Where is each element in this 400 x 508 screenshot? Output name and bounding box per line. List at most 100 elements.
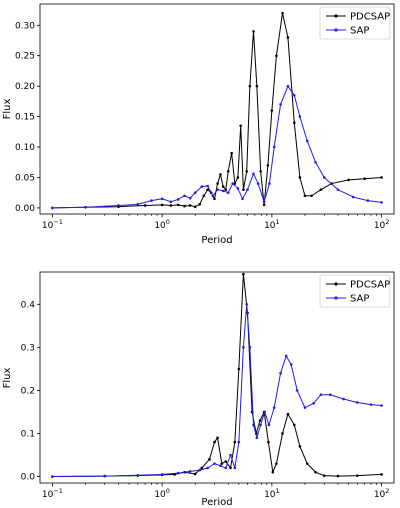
bottom-pdcsap-point xyxy=(305,462,309,465)
top-sap-point xyxy=(305,139,309,143)
bottom-pdcsap-point xyxy=(275,462,278,465)
top-sap-point xyxy=(241,197,244,201)
top-y-tick-label: 0.00 xyxy=(15,204,35,214)
bottom-sap-point xyxy=(289,363,293,366)
top-y-tick-label: 0.15 xyxy=(15,113,35,123)
top-x-tick-label: 100 xyxy=(154,218,170,231)
bottom-sap-point xyxy=(272,406,276,409)
bottom-legend-pdcsap-marker xyxy=(334,282,338,286)
top-pdcsap-point xyxy=(226,170,230,173)
bottom-pdcsap-point xyxy=(242,272,245,276)
top-pdcsap-point xyxy=(242,188,245,191)
bottom-pdcsap-point xyxy=(322,474,326,477)
bottom-sap-point xyxy=(369,403,373,406)
top-pdcsap-point xyxy=(202,194,206,198)
top-sap-point xyxy=(246,188,249,191)
top-sap-point xyxy=(236,187,240,190)
top-pdcsap-point xyxy=(206,188,209,191)
top-pdcsap-point xyxy=(286,36,290,39)
top-sap-point xyxy=(211,194,215,198)
bottom-sap-point xyxy=(206,466,209,470)
top-pdcsap-point xyxy=(270,109,274,112)
bottom-sap-point xyxy=(237,440,241,444)
bottom-sap-point xyxy=(380,404,383,407)
bottom-pdcsap-point xyxy=(237,367,241,371)
top-y-tick-label: 0.30 xyxy=(15,21,35,31)
top-sap-point xyxy=(256,182,260,185)
top-pdcsap-point xyxy=(216,182,219,185)
bottom-pdcsap-point xyxy=(355,474,359,477)
top-pdcsap-point xyxy=(245,170,249,173)
bottom-y-tick-label: 0.2 xyxy=(21,386,35,396)
bottom-plot-frame xyxy=(39,271,395,484)
top-plot-frame xyxy=(39,3,395,215)
bottom-x-tick-label: 100 xyxy=(154,487,170,500)
bottom-x-tick-label: 10−1 xyxy=(42,487,63,500)
bottom-sap-point xyxy=(248,346,252,349)
top-sap-point xyxy=(84,206,87,209)
bottom-legend-pdcsap-label: PDCSAP xyxy=(350,280,390,291)
top-pdcsap-point xyxy=(193,205,197,208)
bottom-x-ticks: 10−1 100 101 102 xyxy=(42,483,389,500)
top-pdcsap-line xyxy=(52,12,382,209)
bottom-pdcsap-point xyxy=(314,470,317,474)
top-y-axis-label: Flux xyxy=(2,99,13,120)
bottom-series-lines xyxy=(51,272,383,478)
top-pdcsap-point xyxy=(213,197,216,201)
bottom-y-ticks: 0.0 0.1 0.2 0.3 0.4 xyxy=(21,300,40,483)
top-pdcsap-point xyxy=(188,204,192,207)
top-sap-point xyxy=(252,172,255,176)
top-x-ticks: 10−1 100 101 102 xyxy=(42,214,389,231)
top-pdcsap-point xyxy=(281,11,284,15)
top-sap-point xyxy=(176,198,180,201)
top-sap-point xyxy=(183,194,186,198)
bottom-x-tick-label: 101 xyxy=(264,487,280,500)
top-sap-point xyxy=(380,201,383,204)
top-sap-point xyxy=(200,185,204,188)
top-pdcsap-point xyxy=(160,203,164,207)
bottom-pdcsap-point xyxy=(298,445,302,448)
top-legend-pdcsap-label: PDCSAP xyxy=(350,12,390,23)
bottom-pdcsap-point xyxy=(216,436,219,440)
bottom-sap-point xyxy=(229,453,232,457)
bottom-sap-point xyxy=(319,393,323,397)
bottom-sap-point xyxy=(279,371,282,375)
top-pdcsap-point xyxy=(219,173,222,176)
top-pdcsap-point xyxy=(224,188,228,191)
bottom-legend-box xyxy=(319,274,391,308)
top-pdcsap-point xyxy=(183,204,186,208)
top-sap-point xyxy=(136,202,140,206)
bottom-pdcsap-point xyxy=(267,440,270,444)
top-pdcsap-point xyxy=(266,164,270,167)
bottom-pdcsap-point xyxy=(336,474,340,478)
bottom-pdcsap-point xyxy=(208,458,211,461)
bottom-pdcsap-point xyxy=(271,470,275,474)
top-pdcsap-point xyxy=(252,30,255,33)
bottom-sap-point xyxy=(328,393,332,397)
bottom-sap-point xyxy=(252,423,255,427)
bottom-sap-point xyxy=(342,397,345,401)
top-x-tick-label: 101 xyxy=(264,218,280,231)
bottom-sap-point xyxy=(188,470,192,473)
bottom-sap-point xyxy=(355,401,359,404)
top-pdcsap-point xyxy=(255,84,259,88)
top-pdcsap-point xyxy=(143,204,147,207)
bottom-legend: PDCSAP SAP xyxy=(319,274,391,308)
top-sap-point xyxy=(117,204,120,207)
top-y-ticks: 0.00 0.05 0.10 0.15 0.20 0.25 0.30 xyxy=(15,21,40,214)
bottom-sap-point xyxy=(312,402,315,405)
bottom-legend-sap-label: SAP xyxy=(350,294,369,305)
top-legend-pdcsap-marker xyxy=(334,14,338,18)
bottom-pdcsap-point xyxy=(292,423,296,427)
top-pdcsap-point xyxy=(262,203,266,207)
top-pdcsap-point xyxy=(239,124,242,128)
bottom-pdcsap-point xyxy=(380,473,383,476)
top-sap-point xyxy=(268,182,271,185)
top-sap-point xyxy=(169,200,173,204)
bottom-subplot: 0.0 0.1 0.2 0.3 0.4 10−1 100 101 102 Period Flu… xyxy=(2,271,395,508)
top-pdcsap-point xyxy=(176,203,180,207)
top-sap-point xyxy=(193,191,197,194)
bottom-sap-point xyxy=(242,346,245,349)
